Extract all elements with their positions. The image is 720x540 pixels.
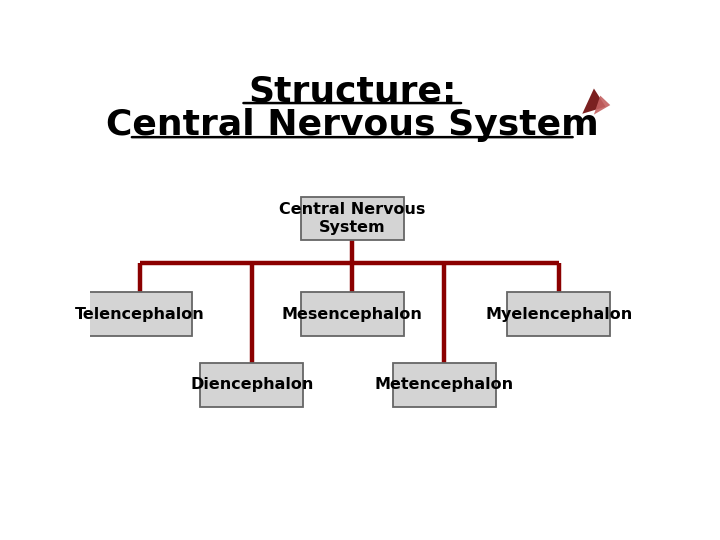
Text: Metencephalon: Metencephalon xyxy=(375,377,514,393)
FancyBboxPatch shape xyxy=(392,363,496,407)
FancyBboxPatch shape xyxy=(89,293,192,336)
FancyBboxPatch shape xyxy=(301,293,404,336)
Text: Mesencephalon: Mesencephalon xyxy=(282,307,423,322)
Text: Diencephalon: Diencephalon xyxy=(190,377,313,393)
Text: Structure:: Structure: xyxy=(248,75,456,109)
FancyBboxPatch shape xyxy=(301,197,404,240)
FancyBboxPatch shape xyxy=(507,293,611,336)
Text: Central Nervous
System: Central Nervous System xyxy=(279,202,426,235)
Polygon shape xyxy=(594,96,611,114)
Text: Central Nervous System: Central Nervous System xyxy=(106,108,598,142)
Polygon shape xyxy=(582,89,606,114)
FancyBboxPatch shape xyxy=(200,363,303,407)
Text: Telencephalon: Telencephalon xyxy=(76,307,205,322)
Text: Myelencephalon: Myelencephalon xyxy=(485,307,632,322)
